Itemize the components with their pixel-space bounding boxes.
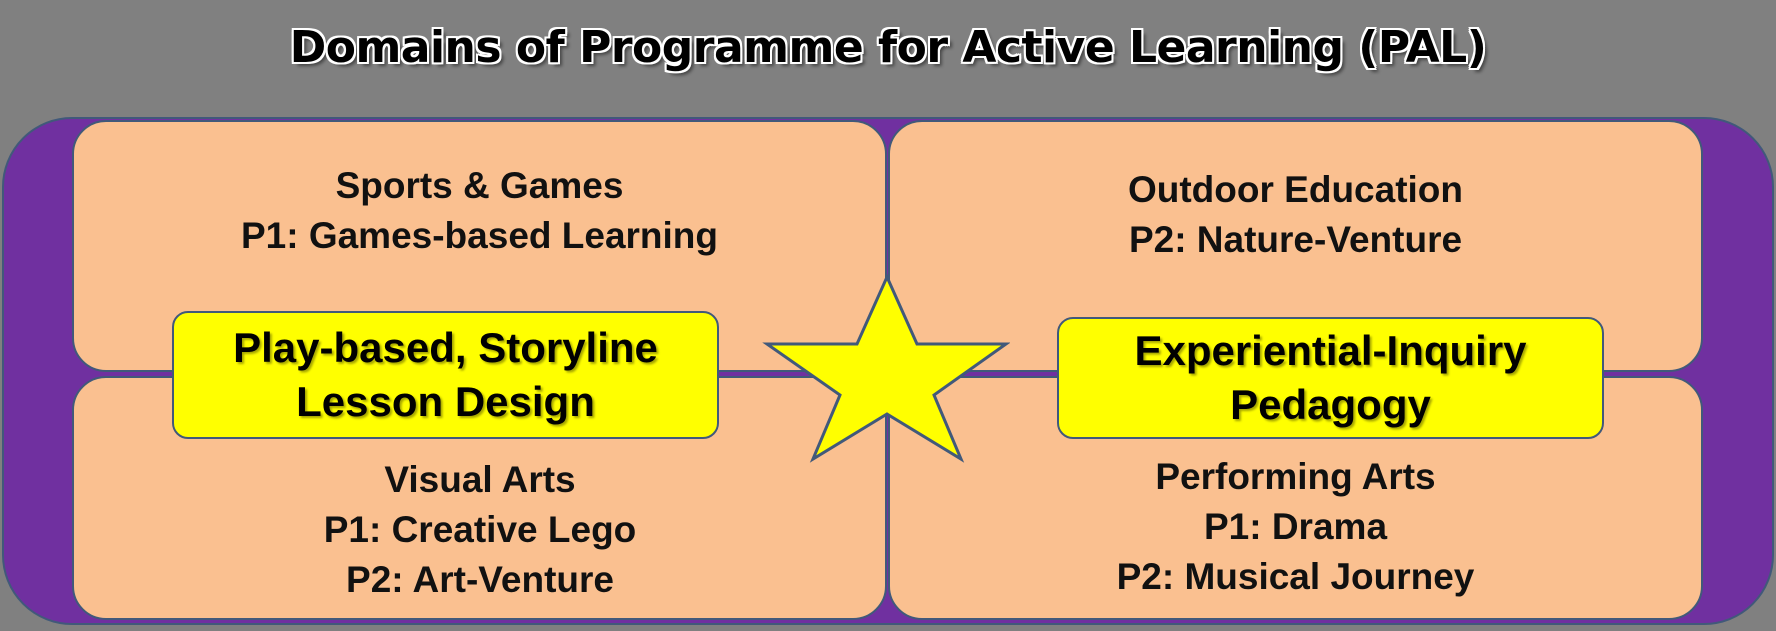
- quadrant-heading: Outdoor Education: [1127, 169, 1464, 210]
- quadrant-line: P1: Drama: [1203, 506, 1388, 547]
- quadrant-text-bottom-left: Visual Arts P1: Creative Lego P2: Art-Ve…: [80, 455, 880, 605]
- quadrant-heading: Performing Arts: [1155, 456, 1436, 497]
- quadrant-line: P1: Games-based Learning: [240, 215, 719, 256]
- quadrant-heading: Visual Arts: [384, 459, 576, 500]
- quadrant-text-bottom-right: Performing Arts P1: Drama P2: Musical Jo…: [888, 452, 1703, 602]
- quadrant-text-top-right: Outdoor Education P2: Nature-Venture: [888, 165, 1703, 265]
- highlight-line: Pedagogy: [1230, 381, 1431, 428]
- highlight-line: Experiential-Inquiry: [1134, 327, 1527, 374]
- highlight-box-pedagogy: Experiential-Inquiry Pedagogy: [1057, 317, 1604, 439]
- highlight-line: Lesson Design: [296, 378, 595, 425]
- quadrant-text-top-left: Sports & Games P1: Games-based Learning: [72, 161, 887, 261]
- quadrant-line: P1: Creative Lego: [323, 509, 637, 550]
- highlight-line: Play-based, Storyline: [233, 324, 658, 371]
- star-icon: [762, 273, 1010, 463]
- highlight-box-lesson-design: Play-based, Storyline Lesson Design: [172, 311, 719, 439]
- quadrant-line: P2: Musical Journey: [1116, 556, 1475, 597]
- diagram-title: Domains of Programme for Active Learning…: [289, 22, 1487, 73]
- quadrant-line: P2: Art-Venture: [346, 559, 614, 600]
- quadrant-line: P2: Nature-Venture: [1128, 219, 1463, 260]
- quadrant-heading: Sports & Games: [335, 165, 624, 206]
